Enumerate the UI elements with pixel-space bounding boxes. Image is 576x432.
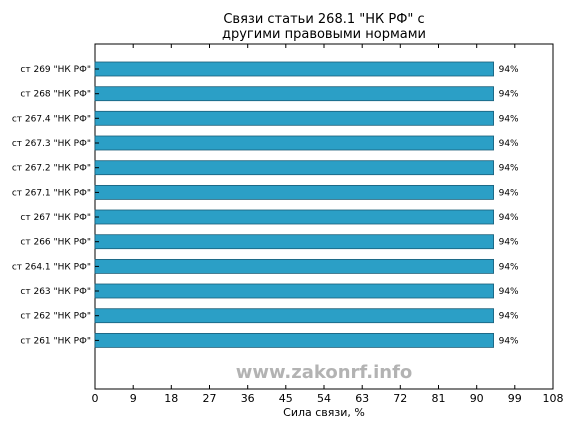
bar-3 [94,135,495,151]
x-tick-label-2: 18 [164,392,178,405]
x-tick-label-10: 90 [470,392,484,405]
bar-5 [94,184,495,200]
category-label-6: ст 267 "НК РФ" [20,213,91,223]
bar-2 [94,110,495,126]
bars-group [94,61,495,348]
value-label-8: 94% [499,262,519,272]
x-ticks-group: 0 9 18 27 36 45 54 63 72 81 90 99 108 [92,44,564,405]
category-label-8: ст 264.1 "НК РФ" [12,262,91,272]
value-label-2: 94% [499,114,519,124]
bar-7 [94,234,495,250]
value-labels-group: 94% 94% 94% 94% 94% 94% 94% 94% 94% 94% 94% 94% [499,65,519,346]
x-tick-label-5: 45 [279,392,293,405]
x-tick-label-3: 27 [203,392,217,405]
category-label-0: ст 269 "НК РФ" [20,65,91,75]
value-label-5: 94% [499,188,519,198]
x-tick-label-1: 9 [130,392,137,405]
bar-8 [94,258,495,274]
bar-10 [94,308,495,324]
x-tick-label-8: 72 [393,392,407,405]
x-tick-label-12: 108 [543,392,564,405]
x-tick-label-7: 63 [355,392,369,405]
category-label-9: ст 263 "НК РФ" [20,287,91,297]
x-tick-label-0: 0 [92,392,99,405]
bar-1 [94,86,495,102]
value-label-7: 94% [499,238,519,248]
category-label-5: ст 267.1 "НК РФ" [12,188,91,198]
chart-title-line-1: Связи статьи 268.1 "НК РФ" с [223,12,424,27]
value-label-0: 94% [499,65,519,75]
value-label-9: 94% [499,287,519,297]
x-axis-label: Сила связи, % [283,406,365,419]
value-label-11: 94% [499,336,519,346]
value-label-1: 94% [499,90,519,100]
category-label-4: ст 267.2 "НК РФ" [12,164,91,174]
category-label-11: ст 261 "НК РФ" [20,336,91,346]
x-tick-label-9: 81 [432,392,446,405]
x-tick-label-4: 36 [241,392,255,405]
category-label-10: ст 262 "НК РФ" [20,312,91,322]
chart-title-line-2: другими правовыми нормами [222,27,426,42]
bar-11 [94,332,495,348]
bar-9 [94,283,495,299]
category-label-3: ст 267.3 "НК РФ" [12,139,91,149]
category-label-1: ст 268 "НК РФ" [20,90,91,100]
x-tick-label-6: 54 [317,392,331,405]
value-label-10: 94% [499,312,519,322]
bar-4 [94,160,495,176]
bar-6 [94,209,495,225]
category-label-7: ст 266 "НК РФ" [20,238,91,248]
x-tick-label-11: 99 [508,392,522,405]
category-label-2: ст 267.4 "НК РФ" [12,114,91,124]
bar-0 [94,61,495,77]
watermark: www.zakonrf.info [236,362,413,383]
value-label-6: 94% [499,213,519,223]
value-label-3: 94% [499,139,519,149]
value-label-4: 94% [499,164,519,174]
category-labels-group: ст 269 "НК РФ" ст 268 "НК РФ" ст 267.4 "НК… [12,65,99,346]
